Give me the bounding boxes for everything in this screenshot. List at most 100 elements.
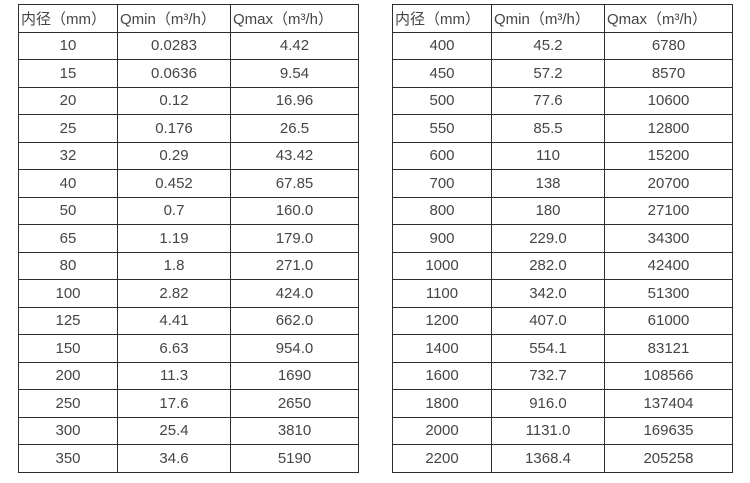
cell-qmin: 0.29 [117, 141, 231, 170]
cell-qmax: 67.85 [230, 169, 359, 198]
cell-qmin: 554.1 [491, 334, 605, 363]
cell-qmin: 342.0 [491, 279, 605, 308]
table-row: 150 6.63 954.0 [18, 334, 359, 363]
column-header: Qmin（m³/h） [491, 4, 605, 33]
cell-qmin: 229.0 [491, 224, 605, 253]
cell-qmin: 1368.4 [491, 444, 605, 473]
cell-diameter: 125 [18, 306, 118, 335]
table-row: 100 2.82 424.0 [18, 279, 359, 308]
table-row: 10 0.0283 4.42 [18, 31, 359, 60]
table-row: 600 110 15200 [392, 141, 733, 170]
cell-diameter: 1000 [392, 251, 492, 280]
cell-diameter: 600 [392, 141, 492, 170]
cell-diameter: 350 [18, 444, 118, 473]
column-header: Qmax（m³/h） [230, 4, 359, 33]
cell-diameter: 250 [18, 389, 118, 418]
cell-diameter: 700 [392, 169, 492, 198]
cell-diameter: 500 [392, 86, 492, 115]
cell-diameter: 300 [18, 416, 118, 445]
table-row: 50 0.7 160.0 [18, 196, 359, 225]
cell-diameter: 450 [392, 59, 492, 88]
cell-diameter: 1200 [392, 306, 492, 335]
cell-qmax: 3810 [230, 416, 359, 445]
cell-qmax: 43.42 [230, 141, 359, 170]
cell-qmin: 6.63 [117, 334, 231, 363]
cell-qmin: 110 [491, 141, 605, 170]
cell-qmax: 61000 [604, 306, 733, 335]
flow-table-small-diameters: 内径（mm） Qmin（m³/h） Qmax（m³/h） 10 0.0283 4.42 1… [18, 4, 359, 473]
cell-qmax: 34300 [604, 224, 733, 253]
cell-qmax: 16.96 [230, 86, 359, 115]
table-row: 550 85.5 12800 [392, 114, 733, 143]
cell-qmax: 1690 [230, 361, 359, 390]
cell-qmin: 0.7 [117, 196, 231, 225]
cell-qmin: 0.452 [117, 169, 231, 198]
cell-diameter: 65 [18, 224, 118, 253]
cell-qmax: 42400 [604, 251, 733, 280]
cell-diameter: 200 [18, 361, 118, 390]
cell-diameter: 80 [18, 251, 118, 280]
cell-diameter: 2200 [392, 444, 492, 473]
cell-qmin: 1131.0 [491, 416, 605, 445]
cell-qmax: 169635 [604, 416, 733, 445]
cell-diameter: 550 [392, 114, 492, 143]
table-row: 250 17.6 2650 [18, 389, 359, 418]
table-row: 500 77.6 10600 [392, 86, 733, 115]
cell-diameter: 10 [18, 31, 118, 60]
cell-diameter: 800 [392, 196, 492, 225]
table-row: 1400 554.1 83121 [392, 334, 733, 363]
table-row: 32 0.29 43.42 [18, 141, 359, 170]
cell-qmin: 11.3 [117, 361, 231, 390]
cell-qmax: 12800 [604, 114, 733, 143]
cell-qmax: 51300 [604, 279, 733, 308]
table-row: 65 1.19 179.0 [18, 224, 359, 253]
cell-qmin: 1.19 [117, 224, 231, 253]
table-row: 700 138 20700 [392, 169, 733, 198]
table-row: 1100 342.0 51300 [392, 279, 733, 308]
column-header: 内径（mm） [18, 4, 118, 33]
cell-diameter: 2000 [392, 416, 492, 445]
cell-qmin: 0.12 [117, 86, 231, 115]
cell-qmax: 5190 [230, 444, 359, 473]
cell-diameter: 1400 [392, 334, 492, 363]
table-row: 80 1.8 271.0 [18, 251, 359, 280]
table-row: 40 0.452 67.85 [18, 169, 359, 198]
cell-qmax: 271.0 [230, 251, 359, 280]
table-row: 15 0.0636 9.54 [18, 59, 359, 88]
column-header: Qmin（m³/h） [117, 4, 231, 33]
cell-qmin: 138 [491, 169, 605, 198]
cell-qmin: 0.0636 [117, 59, 231, 88]
table-row: 125 4.41 662.0 [18, 306, 359, 335]
cell-qmax: 26.5 [230, 114, 359, 143]
cell-diameter: 40 [18, 169, 118, 198]
column-header: Qmax（m³/h） [604, 4, 733, 33]
cell-diameter: 20 [18, 86, 118, 115]
cell-qmax: 662.0 [230, 306, 359, 335]
cell-qmax: 8570 [604, 59, 733, 88]
cell-diameter: 400 [392, 31, 492, 60]
cell-diameter: 50 [18, 196, 118, 225]
cell-qmin: 85.5 [491, 114, 605, 143]
table-row: 25 0.176 26.5 [18, 114, 359, 143]
table-row: 20 0.12 16.96 [18, 86, 359, 115]
table-row: 1600 732.7 108566 [392, 361, 733, 390]
table-row: 350 34.6 5190 [18, 444, 359, 473]
table-row: 300 25.4 3810 [18, 416, 359, 445]
cell-qmin: 0.176 [117, 114, 231, 143]
cell-qmin: 0.0283 [117, 31, 231, 60]
table-row: 2200 1368.4 205258 [392, 444, 733, 473]
cell-qmax: 954.0 [230, 334, 359, 363]
cell-qmax: 2650 [230, 389, 359, 418]
cell-diameter: 150 [18, 334, 118, 363]
table-row: 800 180 27100 [392, 196, 733, 225]
table-row: 1200 407.0 61000 [392, 306, 733, 335]
cell-diameter: 15 [18, 59, 118, 88]
cell-qmax: 27100 [604, 196, 733, 225]
table-row: 900 229.0 34300 [392, 224, 733, 253]
cell-diameter: 32 [18, 141, 118, 170]
cell-qmin: 1.8 [117, 251, 231, 280]
cell-qmin: 57.2 [491, 59, 605, 88]
flow-table-large-diameters: 内径（mm） Qmin（m³/h） Qmax（m³/h） 400 45.2 6780 45… [392, 4, 733, 473]
cell-qmax: 108566 [604, 361, 733, 390]
cell-qmax: 179.0 [230, 224, 359, 253]
